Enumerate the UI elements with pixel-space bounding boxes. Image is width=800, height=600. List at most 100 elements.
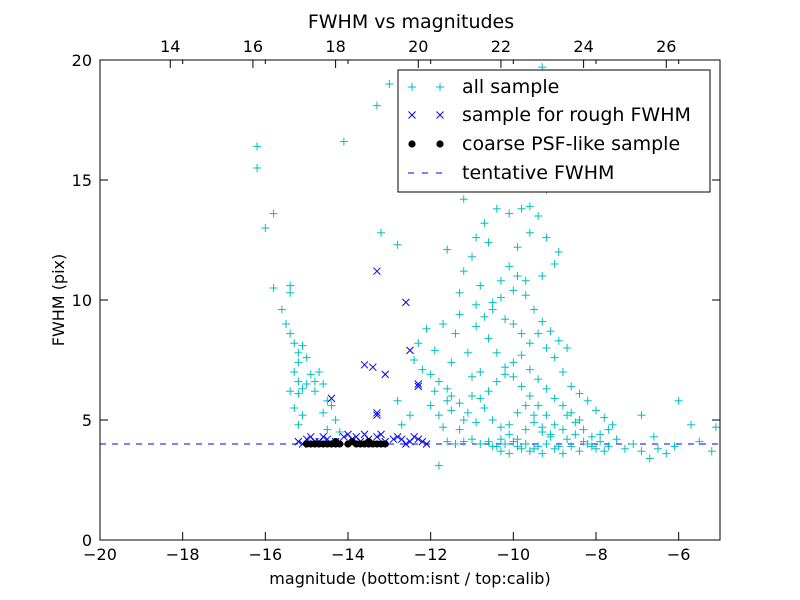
- x-top-tick-label: 20: [408, 37, 428, 56]
- all-sample-point: [484, 437, 493, 446]
- all-sample-point: [517, 204, 526, 213]
- all-sample-point: [608, 420, 617, 429]
- all-sample-point: [505, 262, 514, 271]
- all-sample-point: [558, 449, 567, 458]
- all-sample-point: [447, 406, 456, 415]
- all-sample-point: [277, 305, 286, 314]
- all-sample-point: [550, 260, 559, 268]
- all-sample-point: [294, 377, 303, 386]
- all-sample-point: [505, 420, 514, 429]
- rough-fwhm-point: [402, 298, 410, 307]
- rough-fwhm-point-b: [406, 346, 414, 355]
- all-sample-point: [592, 406, 600, 415]
- all-sample-point: [294, 389, 303, 398]
- all-sample-point: [476, 394, 485, 403]
- x-tick-label: −8: [584, 545, 608, 564]
- x-top-tick-label: 22: [491, 37, 511, 56]
- rough-fwhm-point: [360, 430, 369, 439]
- series-coarse-psf: [303, 438, 389, 448]
- all-sample-point: [575, 389, 584, 398]
- legend-x-2: [436, 111, 444, 119]
- legend-plus-2: [436, 83, 444, 91]
- legend-box: [397, 69, 711, 193]
- rough-fwhm-point-b: [414, 382, 423, 391]
- all-sample-point: [525, 365, 534, 374]
- all-sample-point: [501, 315, 510, 324]
- all-sample-point: [294, 420, 303, 429]
- legend-x-1: [408, 111, 416, 119]
- all-sample-point: [530, 305, 538, 314]
- all-sample-point: [579, 425, 588, 434]
- legend: all sample sample for rough FWHM coarse …: [397, 69, 711, 193]
- all-sample-point: [637, 447, 646, 456]
- all-sample-point: [501, 440, 510, 448]
- y-axis: 0 5 10 15 20: [72, 51, 720, 550]
- all-sample-point: [542, 344, 551, 352]
- all-sample-point: [501, 370, 510, 379]
- all-sample-point: [538, 423, 547, 432]
- all-sample-point: [575, 416, 584, 424]
- all-sample-point: [306, 370, 315, 379]
- all-sample-point: [629, 440, 638, 448]
- legend-marker-x: [408, 111, 444, 119]
- all-sample-point: [521, 425, 530, 434]
- all-sample-point: [298, 411, 307, 420]
- all-sample-point: [323, 425, 332, 434]
- rough-fwhm-point: [373, 408, 381, 417]
- all-sample-point: [468, 392, 476, 400]
- all-sample-point: [451, 329, 460, 338]
- all-sample-point: [600, 447, 609, 456]
- all-sample-point: [546, 430, 555, 439]
- all-sample-point: [517, 329, 526, 338]
- all-sample-point: [269, 209, 278, 218]
- all-sample-point: [583, 396, 592, 405]
- all-sample-point: [447, 392, 456, 400]
- all-sample-point: [488, 416, 497, 424]
- all-sample-point: [517, 351, 526, 360]
- all-sample-point: [455, 288, 464, 297]
- all-sample-point: [534, 212, 543, 220]
- all-sample-point: [286, 288, 295, 297]
- all-sample-point: [492, 204, 501, 213]
- all-sample-point: [620, 444, 629, 453]
- all-sample-point: [414, 339, 423, 348]
- all-sample-point: [575, 447, 584, 456]
- all-sample-point: [472, 322, 481, 331]
- all-sample-point: [459, 267, 468, 276]
- legend-x-1-b: [408, 111, 416, 119]
- all-sample-point: [480, 312, 489, 321]
- all-sample-point: [558, 425, 567, 434]
- legend-label-rough: sample for rough FWHM: [462, 104, 691, 126]
- all-sample-point: [687, 420, 696, 429]
- all-sample-point: [538, 317, 547, 326]
- all-sample-point: [505, 209, 514, 218]
- rough-fwhm-point: [377, 430, 385, 439]
- x-tick-label: −20: [83, 545, 117, 564]
- all-sample-point: [534, 401, 543, 410]
- all-sample-point: [534, 375, 543, 384]
- all-sample-point: [513, 408, 522, 417]
- rough-fwhm-point-b: [402, 298, 410, 307]
- all-sample-point: [298, 384, 307, 393]
- all-sample-point: [393, 240, 402, 249]
- legend-item-coarse: coarse PSF-like sample: [408, 133, 680, 155]
- x-top-tick-label: 16: [243, 37, 263, 56]
- rough-fwhm-point-b: [377, 430, 385, 439]
- all-sample-point: [563, 435, 572, 444]
- all-sample-point: [530, 418, 538, 427]
- rough-fwhm-point-b: [360, 430, 369, 439]
- all-sample-point: [447, 358, 456, 367]
- rough-fwhm-point-b: [422, 440, 431, 448]
- all-sample-point: [525, 339, 534, 348]
- all-sample-point: [670, 442, 679, 451]
- all-sample-point: [480, 219, 489, 228]
- legend-marker-dot: [408, 140, 444, 148]
- all-sample-point: [397, 420, 406, 429]
- all-sample-point: [579, 437, 588, 446]
- legend-label-all: all sample: [462, 76, 559, 98]
- x-top-tick-label: 18: [325, 37, 345, 56]
- all-sample-point: [319, 408, 328, 417]
- all-sample-point: [707, 447, 716, 456]
- all-sample-point: [459, 416, 468, 424]
- all-sample-point: [476, 281, 485, 290]
